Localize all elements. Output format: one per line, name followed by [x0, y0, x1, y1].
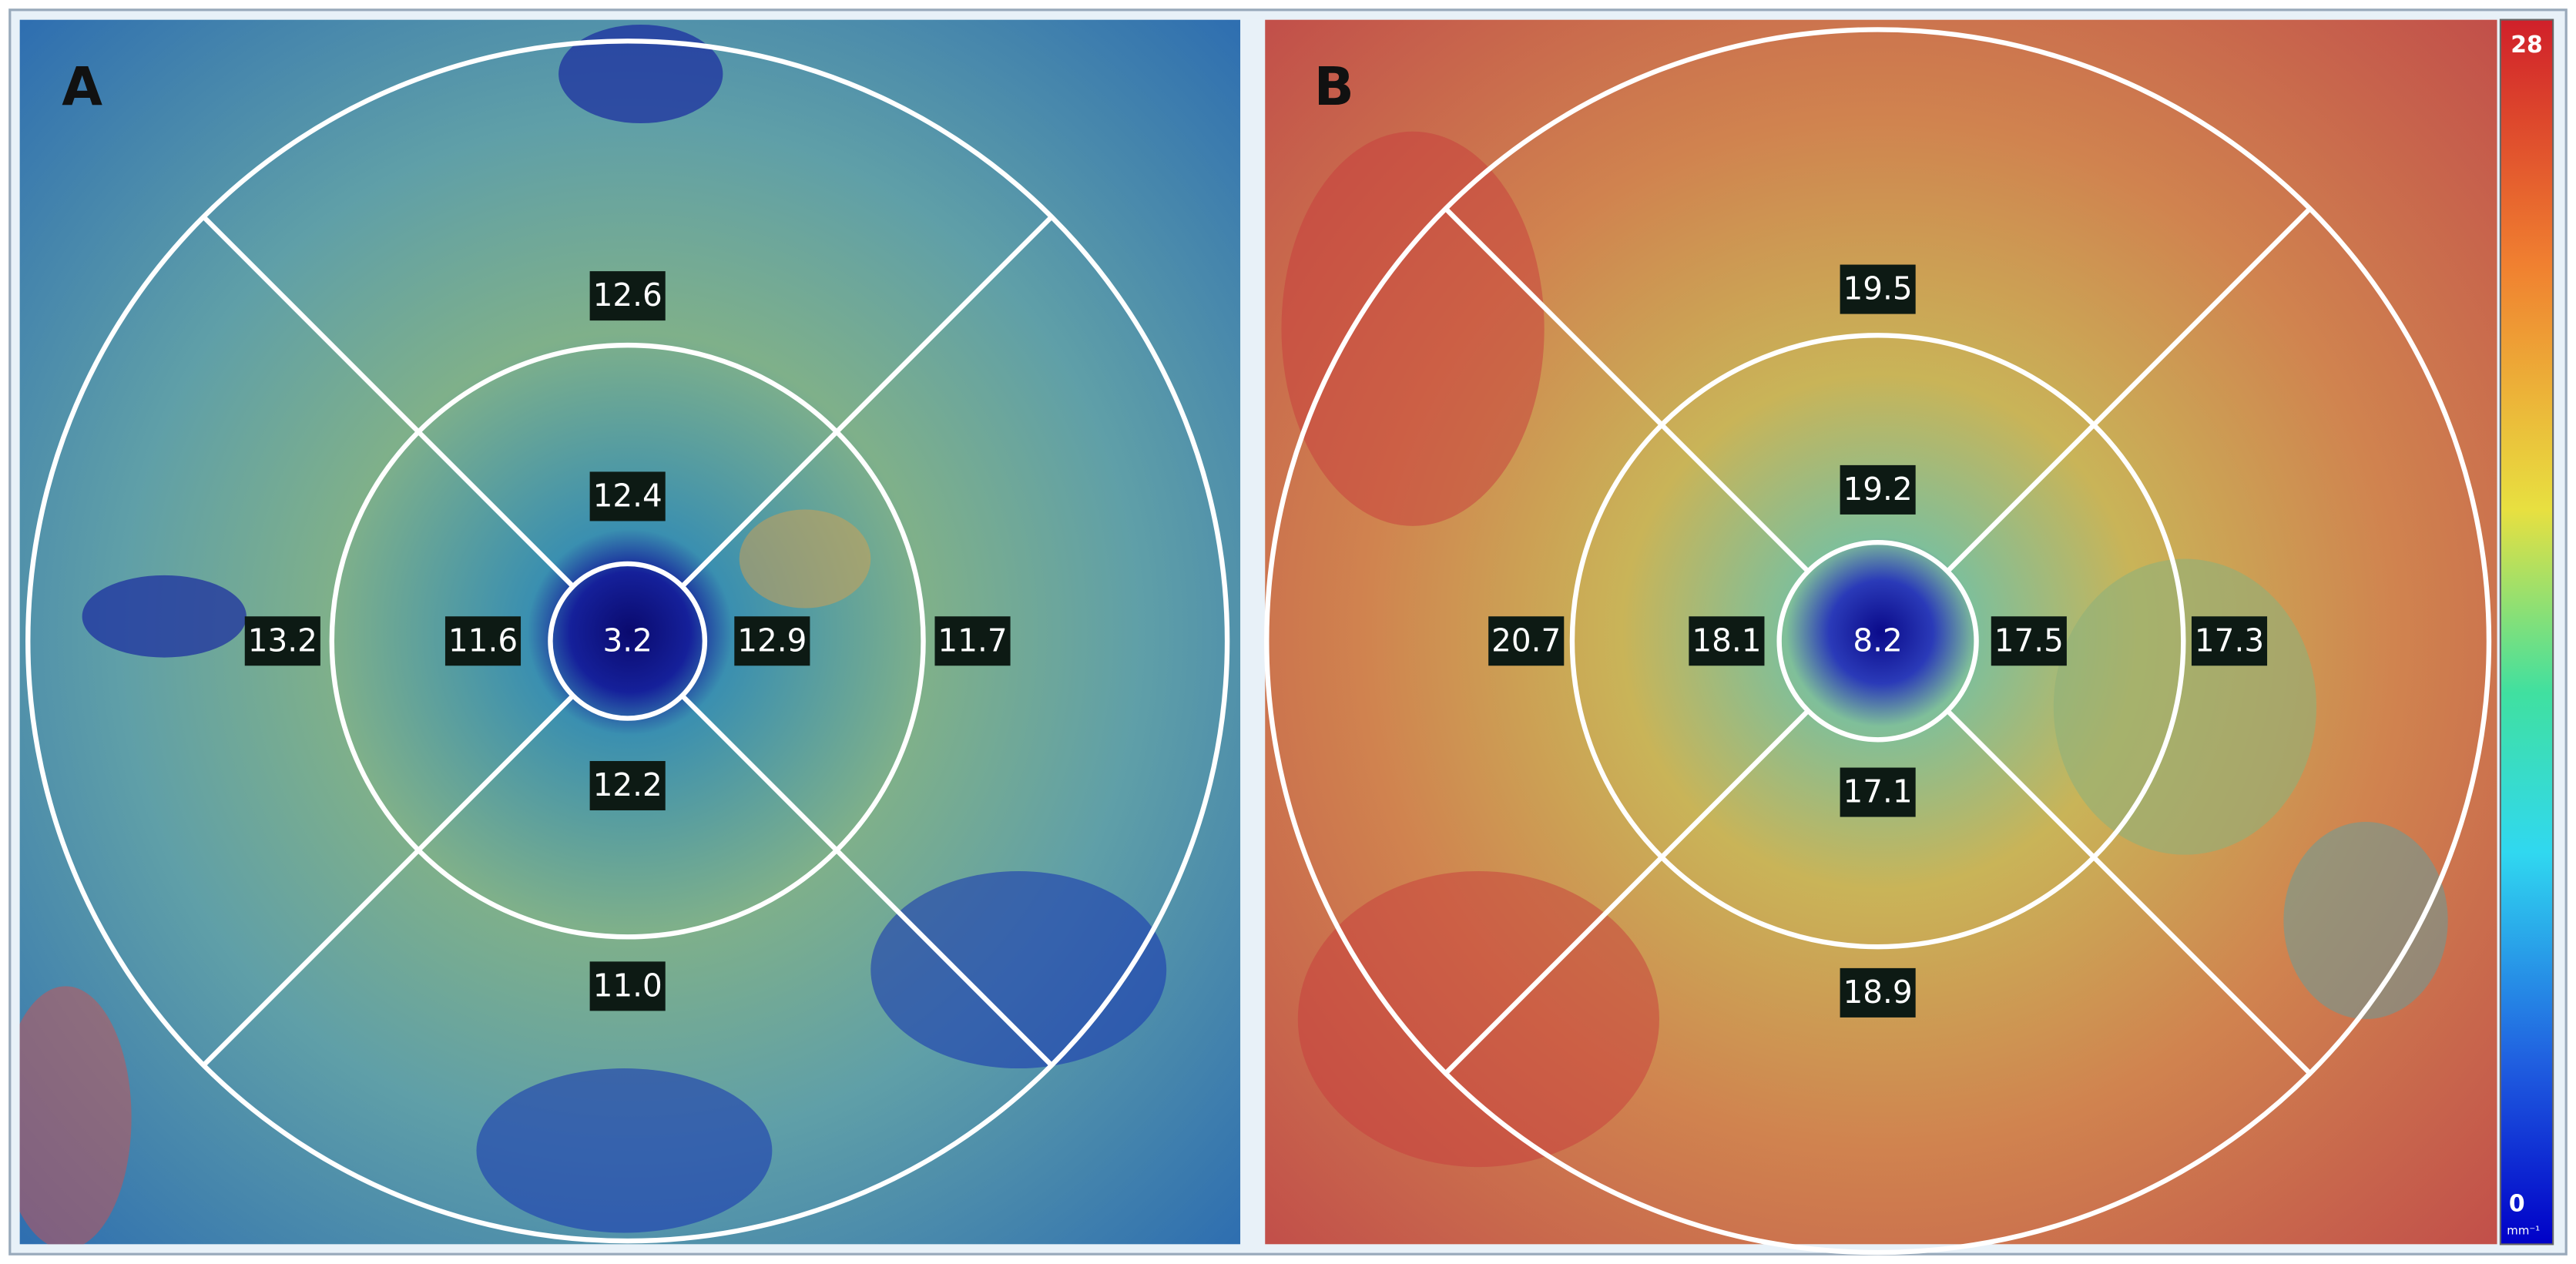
- value-box: [244, 616, 320, 666]
- blob: [870, 870, 1167, 1069]
- blob: [82, 575, 247, 658]
- sector-value: 12.9: [737, 622, 807, 659]
- grid-circle: [1569, 333, 2186, 950]
- sector-line: [1444, 206, 1810, 573]
- colorbar: [2499, 18, 2554, 1246]
- value-box: [1840, 767, 1916, 817]
- blob: [558, 25, 723, 124]
- value-box: [734, 616, 810, 666]
- value-box: [1689, 616, 1765, 666]
- sector-line: [1444, 709, 1810, 1075]
- sector-line: [201, 215, 575, 588]
- blob: [1297, 870, 1659, 1168]
- value-box: [1840, 967, 1916, 1018]
- value-box: [589, 271, 666, 321]
- sector-value: 11.0: [593, 967, 662, 1004]
- blob: [2053, 558, 2317, 855]
- sector-value: 11.6: [448, 622, 518, 659]
- sector-value: 19.2: [1843, 471, 1913, 508]
- sector-value: 12.6: [593, 277, 662, 313]
- sector-value: 18.9: [1843, 974, 1913, 1011]
- value-box: [589, 471, 666, 521]
- sector-value: 3.2: [602, 622, 652, 659]
- blob: [739, 509, 871, 609]
- value-box: [1488, 616, 1565, 666]
- sector-line: [1945, 709, 2312, 1075]
- sector-value: 17.3: [2195, 622, 2264, 659]
- colorbar-min: 0: [2509, 1191, 2525, 1218]
- blob: [2283, 821, 2448, 1020]
- panel-a-image: [19, 19, 1241, 1245]
- sector-line: [680, 215, 1054, 588]
- blob: [476, 1068, 773, 1233]
- grid-circle: [1776, 539, 1979, 743]
- sector-value: 11.7: [937, 622, 1007, 659]
- colorbar-max: 28: [2511, 32, 2543, 59]
- sector-value: 12.2: [593, 766, 662, 803]
- colorbar-unit: mm⁻¹: [2507, 1223, 2540, 1237]
- sector-line: [680, 693, 1054, 1068]
- sector-value: 8.2: [1853, 622, 1902, 659]
- sector-value: 19.5: [1843, 270, 1913, 307]
- panel-label: B: [1314, 57, 1354, 118]
- sector-value: 17.1: [1843, 773, 1913, 810]
- value-box: [934, 616, 1011, 666]
- value-box: [1991, 616, 2067, 666]
- grid-circle: [25, 39, 1230, 1244]
- value-box: [2191, 616, 2268, 666]
- grid-circle: [329, 342, 926, 940]
- grid-circle: [1264, 27, 2492, 1256]
- panel-b-image: [1265, 19, 2497, 1245]
- sector-line: [1945, 206, 2312, 573]
- value-box: [589, 761, 666, 811]
- sector-value: 13.2: [248, 622, 317, 659]
- grid-circle: [548, 561, 708, 721]
- sector-value: 20.7: [1491, 622, 1561, 659]
- value-box: [444, 616, 522, 666]
- sector-line: [201, 693, 575, 1068]
- value-box: [1840, 464, 1916, 515]
- value-box: [1840, 264, 1916, 314]
- blob: [1281, 131, 1545, 526]
- sector-value: 17.5: [1994, 622, 2064, 659]
- blob: [19, 986, 132, 1245]
- sector-value: 12.4: [593, 478, 662, 515]
- sector-value: 18.1: [1692, 622, 1761, 659]
- panel-label: A: [62, 57, 102, 118]
- value-box: [589, 961, 666, 1011]
